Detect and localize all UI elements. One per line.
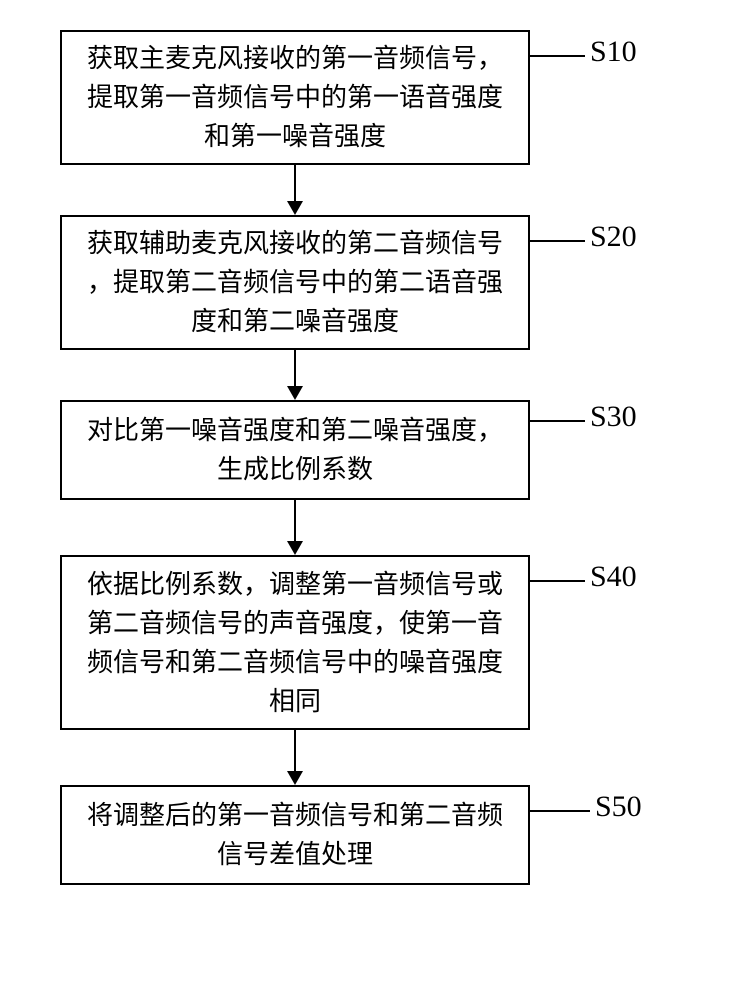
step-text: 提取第一音频信号中的第一语音强度 <box>87 78 503 117</box>
arrow-head-icon <box>287 201 303 215</box>
label-connector <box>530 55 585 57</box>
step-text: ，提取第二音频信号中的第二语音强 <box>87 263 503 302</box>
step-text: 生成比例系数 <box>87 450 503 489</box>
arrow-head-icon <box>287 386 303 400</box>
label-connector <box>530 420 585 422</box>
step-s50: 将调整后的第一音频信号和第二音频信号差值处理 <box>60 785 530 885</box>
arrow-head-icon <box>287 771 303 785</box>
step-text: 第二音频信号的声音强度，使第一音 <box>87 604 503 643</box>
step-label-s20: S20 <box>590 220 637 254</box>
step-text: 信号差值处理 <box>87 835 503 874</box>
step-text: 将调整后的第一音频信号和第二音频 <box>87 796 503 835</box>
flowchart-canvas: 获取主麦克风接收的第一音频信号，提取第一音频信号中的第一语音强度和第一噪音强度 S… <box>0 0 737 1000</box>
label-connector <box>530 810 590 812</box>
step-text: 频信号和第二音频信号中的噪音强度 <box>87 643 503 682</box>
step-s40: 依据比例系数，调整第一音频信号或第二音频信号的声音强度，使第一音频信号和第二音频… <box>60 555 530 730</box>
step-label-s30: S30 <box>590 400 637 434</box>
arrow-line <box>294 730 296 771</box>
step-text: 和第一噪音强度 <box>87 117 503 156</box>
label-connector <box>530 580 585 582</box>
step-text: 获取主麦克风接收的第一音频信号， <box>87 39 503 78</box>
step-text: 度和第二噪音强度 <box>87 302 503 341</box>
step-label-s40: S40 <box>590 560 637 594</box>
arrow-line <box>294 500 296 541</box>
step-text: 相同 <box>87 682 503 721</box>
label-connector <box>530 240 585 242</box>
step-s10: 获取主麦克风接收的第一音频信号，提取第一音频信号中的第一语音强度和第一噪音强度 <box>60 30 530 165</box>
step-text: 对比第一噪音强度和第二噪音强度， <box>87 411 503 450</box>
arrow-line <box>294 165 296 201</box>
step-s20: 获取辅助麦克风接收的第二音频信号，提取第二音频信号中的第二语音强度和第二噪音强度 <box>60 215 530 350</box>
step-text: 依据比例系数，调整第一音频信号或 <box>87 565 503 604</box>
step-label-s10: S10 <box>590 35 637 69</box>
step-s30: 对比第一噪音强度和第二噪音强度，生成比例系数 <box>60 400 530 500</box>
step-label-s50: S50 <box>595 790 642 824</box>
arrow-line <box>294 350 296 386</box>
arrow-head-icon <box>287 541 303 555</box>
step-text: 获取辅助麦克风接收的第二音频信号 <box>87 224 503 263</box>
